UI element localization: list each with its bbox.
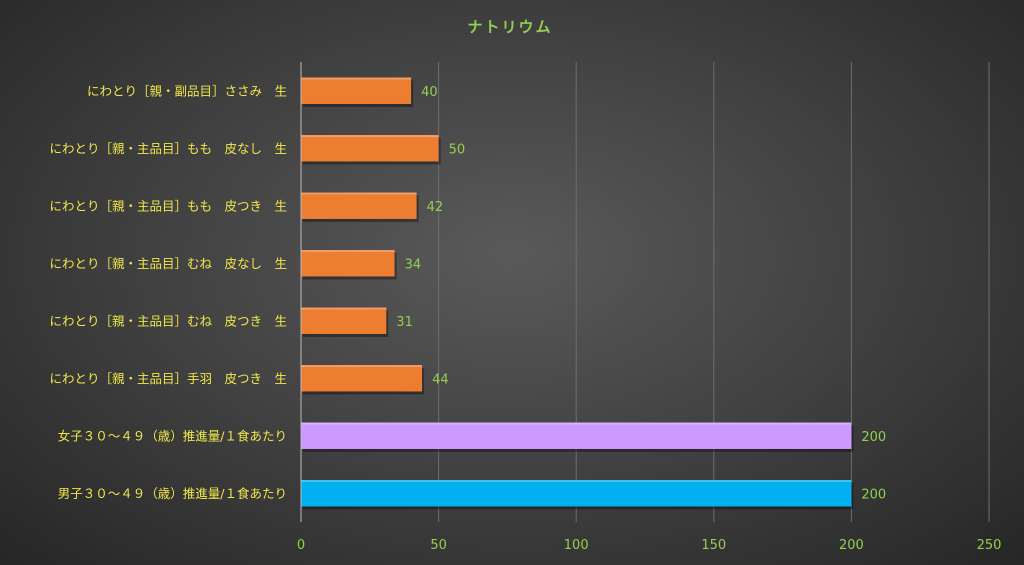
bar-highlight [301,480,852,483]
bar [301,422,852,449]
data-label: 34 [405,257,422,272]
bar-highlight [301,77,412,80]
x-tick-labels: 0 50 100 150 200 250 [297,538,1002,553]
bar-highlight [301,307,387,310]
data-label: 31 [396,315,413,330]
bar-highlight [301,192,417,195]
data-label: 200 [861,487,886,502]
bar-highlight [301,422,852,425]
gridlines [438,62,990,522]
x-tick-label: 50 [430,538,447,553]
data-label: 42 [427,200,444,215]
category-label: にわとり［親・主品目］もも 皮なし 生 [49,141,287,156]
category-label: にわとり［親・主品目］むね 皮なし 生 [49,256,287,271]
category-label: 女子３０～４９（歳）推進量/１食あたり [58,428,287,443]
category-label: にわとり［親・主品目］もも 皮つき 生 [49,198,287,213]
category-label: 男子３０～４９（歳）推進量/１食あたり [58,486,287,501]
data-labels: 40 50 42 34 31 44 200 200 [396,85,886,503]
bar [301,365,423,392]
bar [301,192,417,219]
data-label: 200 [861,430,886,445]
bars [301,77,854,510]
bar [301,307,387,334]
category-label: にわとり［親・副品目］ささみ 生 [87,83,287,98]
bar-highlight [301,365,423,368]
category-label: にわとり［親・主品目］手羽 皮つき 生 [49,371,287,386]
x-tick-label: 200 [839,538,864,553]
bar [301,135,439,162]
category-label: にわとり［親・主品目］むね 皮つき 生 [49,313,287,328]
bar [301,480,852,507]
data-label: 50 [449,142,466,157]
x-tick-label: 100 [564,538,589,553]
data-label: 40 [421,85,438,100]
x-tick-label: 250 [977,538,1002,553]
x-tick-label: 0 [297,538,305,553]
bar [301,77,412,104]
data-label: 44 [432,372,449,387]
bar [301,250,395,277]
x-tick-label: 150 [701,538,726,553]
bar-highlight [301,250,395,253]
chart-title: ナトリウム [467,18,552,36]
bar-highlight [301,135,439,138]
